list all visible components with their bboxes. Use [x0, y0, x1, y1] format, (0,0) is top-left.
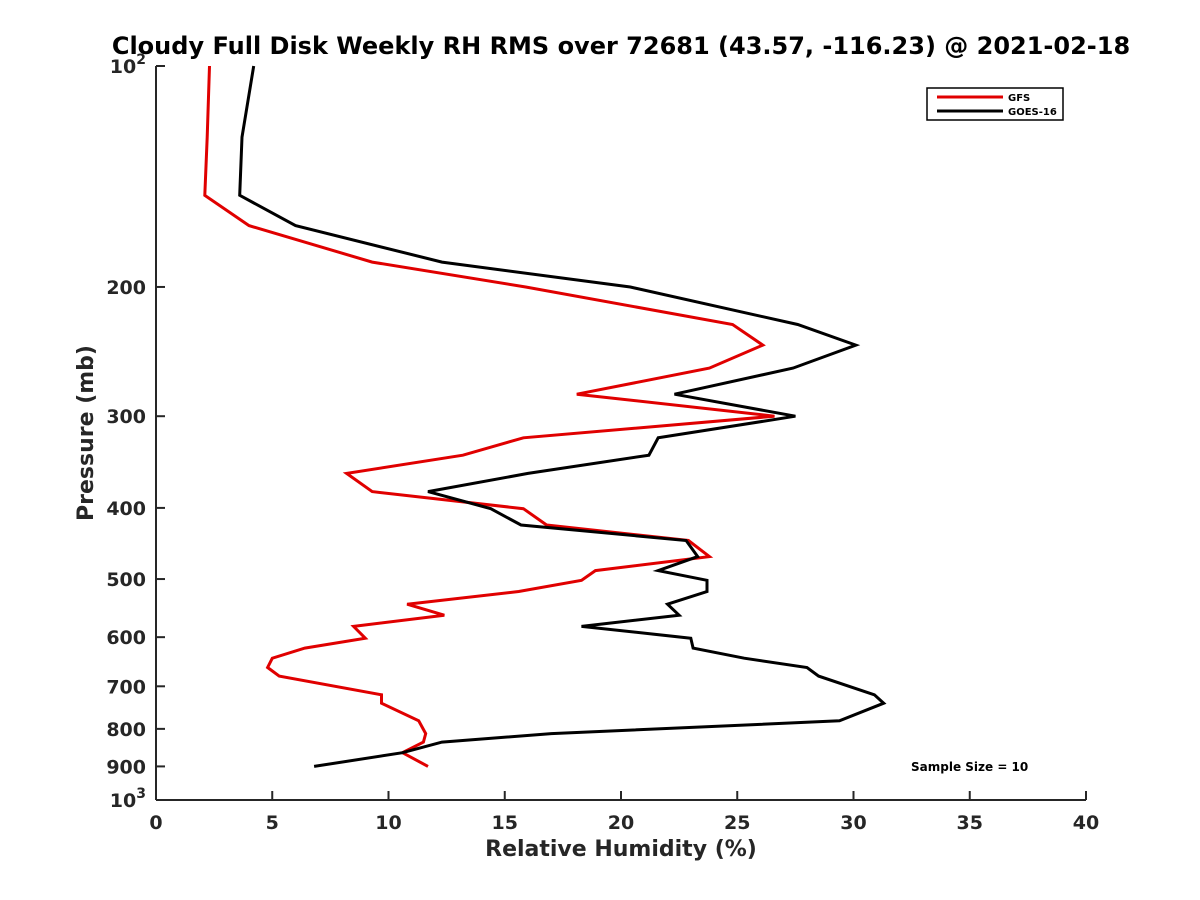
x-tick-label: 25 — [724, 812, 750, 834]
x-tick-label: 35 — [957, 812, 983, 834]
x-tick-label: 5 — [266, 812, 279, 834]
legend-label-goes16: GOES-16 — [1008, 107, 1057, 118]
legend-box — [926, 87, 1064, 121]
y-tick-label: 400 — [106, 498, 146, 520]
y-tick-label: 700 — [106, 676, 146, 698]
x-axis-ticks: 0 5 10 15 20 25 30 35 40 — [149, 791, 1099, 834]
series-line-goes16 — [238, 65, 887, 768]
legend: GFS GOES-16 — [926, 87, 1064, 121]
y-tick-label: 600 — [106, 627, 146, 649]
legend-label-gfs: GFS — [1008, 93, 1030, 104]
x-tick-label: 20 — [608, 812, 634, 834]
y-tick-label: 200 — [106, 277, 146, 299]
series-line-gfs — [203, 65, 775, 768]
x-tick-label: 40 — [1073, 812, 1099, 834]
y-tick-label: 800 — [106, 719, 146, 741]
y-tick-label: 103 — [110, 786, 146, 812]
y-tick-label: 300 — [106, 406, 146, 428]
x-tick-label: 15 — [492, 812, 518, 834]
x-tick-label: 10 — [375, 812, 401, 834]
y-axis-label: Pressure (mb) — [74, 345, 99, 521]
y-tick-label: 500 — [106, 569, 146, 591]
y-tick-label: 900 — [106, 756, 146, 778]
x-tick-label: 0 — [149, 812, 162, 834]
y-tick-label: 102 — [110, 52, 146, 78]
sample-size-annotation: Sample Size = 10 — [911, 760, 1028, 774]
series-layer — [203, 65, 887, 768]
x-axis-label: Relative Humidity (%) — [485, 837, 757, 862]
y-axis-ticks: 102 200 300 400 500 600 700 800 900 103 — [106, 52, 165, 812]
x-tick-label: 30 — [840, 812, 866, 834]
chart-title: Cloudy Full Disk Weekly RH RMS over 7268… — [112, 32, 1130, 60]
